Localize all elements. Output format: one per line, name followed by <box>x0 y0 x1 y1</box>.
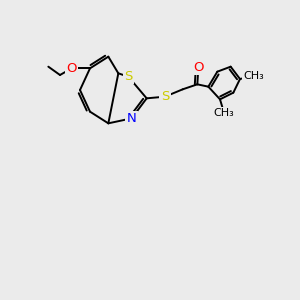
Text: CH₃: CH₃ <box>214 108 234 118</box>
Text: S: S <box>124 70 133 83</box>
Text: N: N <box>127 112 136 125</box>
Text: O: O <box>193 61 204 74</box>
Text: S: S <box>161 90 169 103</box>
Text: O: O <box>66 62 77 75</box>
Text: CH₃: CH₃ <box>243 71 264 81</box>
